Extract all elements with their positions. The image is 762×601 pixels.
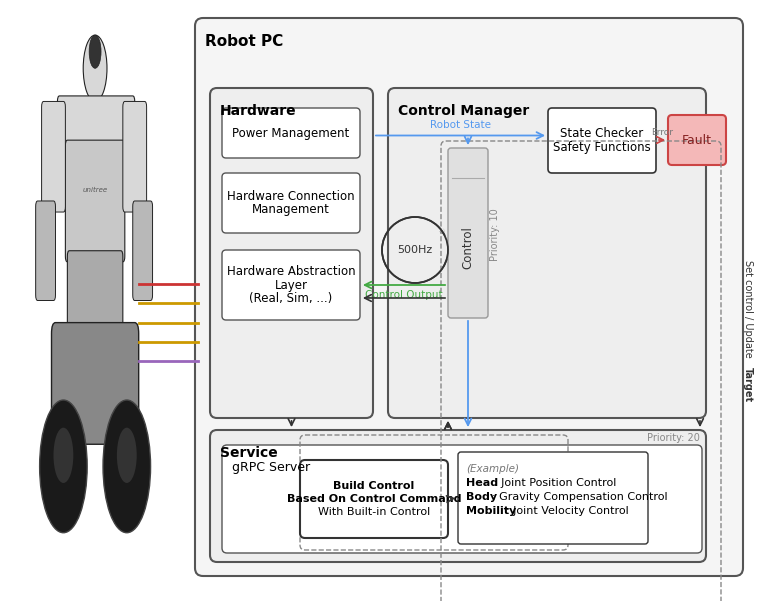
- Text: Robot PC: Robot PC: [205, 34, 283, 49]
- Text: Control Output: Control Output: [365, 290, 443, 300]
- Text: Layer: Layer: [274, 278, 308, 291]
- Text: : Joint Position Control: : Joint Position Control: [494, 478, 616, 488]
- FancyBboxPatch shape: [210, 430, 706, 562]
- FancyBboxPatch shape: [222, 250, 360, 320]
- Text: Fault: Fault: [682, 133, 712, 147]
- Text: Based On Control Command: Based On Control Command: [287, 494, 461, 504]
- FancyBboxPatch shape: [133, 201, 152, 300]
- FancyBboxPatch shape: [123, 102, 146, 212]
- Text: Management: Management: [252, 203, 330, 216]
- Text: Mobility: Mobility: [466, 506, 516, 516]
- Text: Control Manager: Control Manager: [398, 104, 530, 118]
- FancyBboxPatch shape: [195, 18, 743, 576]
- Text: Hardware: Hardware: [220, 104, 296, 118]
- Text: Safety Functions: Safety Functions: [553, 141, 651, 154]
- Text: With Built-in Control: With Built-in Control: [318, 507, 430, 517]
- Text: (Real, Sim, ...): (Real, Sim, ...): [249, 291, 333, 305]
- Circle shape: [89, 35, 101, 69]
- FancyBboxPatch shape: [300, 460, 448, 538]
- Text: Power Management: Power Management: [232, 126, 350, 139]
- FancyBboxPatch shape: [388, 88, 706, 418]
- FancyBboxPatch shape: [67, 251, 123, 328]
- Circle shape: [53, 428, 73, 483]
- Text: unitree: unitree: [82, 187, 107, 193]
- FancyBboxPatch shape: [36, 201, 56, 300]
- Text: Set control / Update: Set control / Update: [743, 260, 753, 361]
- Text: Error: Error: [651, 128, 673, 137]
- Text: State Checker: State Checker: [560, 127, 644, 141]
- FancyBboxPatch shape: [448, 148, 488, 318]
- Text: Robot State: Robot State: [430, 120, 491, 129]
- Text: Priority: 10: Priority: 10: [490, 209, 500, 261]
- Text: gRPC Server: gRPC Server: [232, 461, 310, 474]
- Text: : Joint Velocity Control: : Joint Velocity Control: [506, 506, 629, 516]
- Text: Head: Head: [466, 478, 498, 488]
- Text: Control: Control: [462, 227, 475, 269]
- Circle shape: [117, 428, 136, 483]
- FancyBboxPatch shape: [57, 96, 135, 151]
- FancyBboxPatch shape: [222, 173, 360, 233]
- FancyBboxPatch shape: [52, 323, 139, 444]
- FancyBboxPatch shape: [66, 140, 125, 262]
- FancyBboxPatch shape: [222, 445, 702, 553]
- FancyBboxPatch shape: [222, 108, 360, 158]
- FancyBboxPatch shape: [210, 88, 373, 418]
- FancyBboxPatch shape: [548, 108, 656, 173]
- FancyBboxPatch shape: [458, 452, 648, 544]
- Text: : Gravity Compensation Control: : Gravity Compensation Control: [492, 492, 668, 502]
- Circle shape: [103, 400, 151, 532]
- Text: Body: Body: [466, 492, 497, 502]
- Text: Service: Service: [220, 446, 278, 460]
- Circle shape: [40, 400, 87, 532]
- Text: Build Control: Build Control: [334, 481, 415, 491]
- FancyBboxPatch shape: [668, 115, 726, 165]
- FancyBboxPatch shape: [42, 102, 66, 212]
- Text: 500Hz: 500Hz: [397, 245, 433, 255]
- Text: Hardware Connection: Hardware Connection: [227, 190, 355, 203]
- Text: Target: Target: [743, 367, 753, 403]
- Text: Hardware Abstraction: Hardware Abstraction: [226, 265, 355, 278]
- Circle shape: [83, 35, 107, 102]
- Text: Priority: 20: Priority: 20: [647, 433, 700, 443]
- Text: (Example): (Example): [466, 464, 519, 474]
